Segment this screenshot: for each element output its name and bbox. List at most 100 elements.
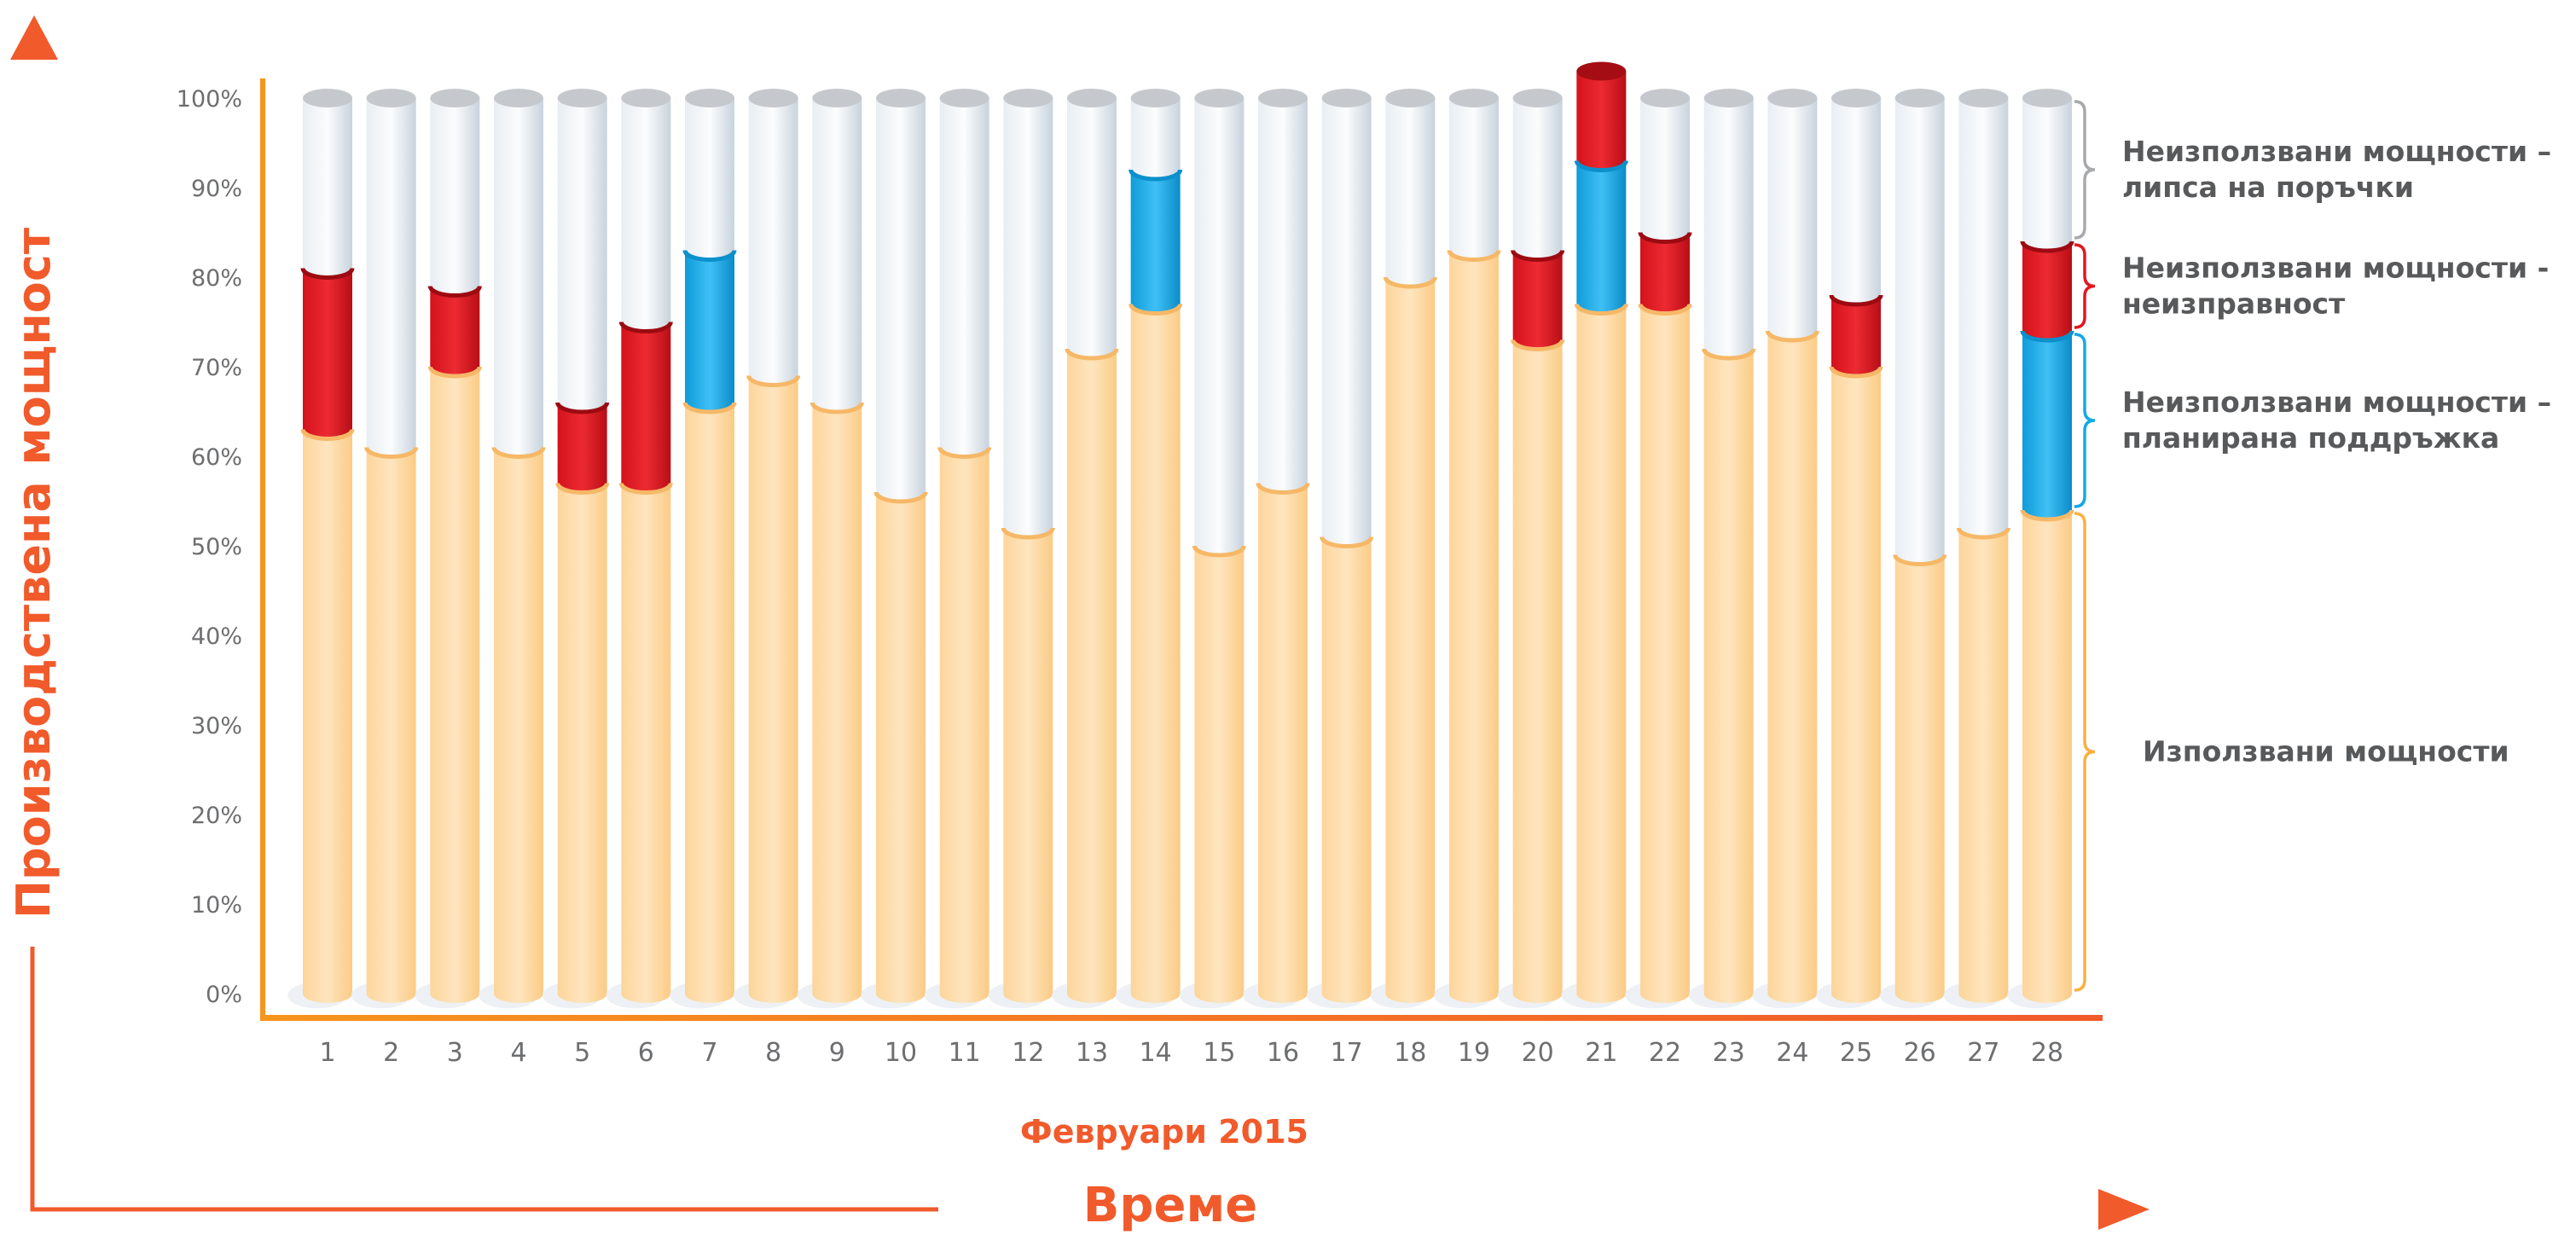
y-axis-line	[260, 78, 265, 1021]
y-tick-label: 100%	[177, 86, 242, 113]
x-tick-label: 20	[1522, 1038, 1554, 1068]
bar-no-orders	[303, 98, 352, 278]
bar-cap	[812, 89, 862, 107]
bar-used	[748, 375, 798, 1003]
y-tick-label: 40%	[191, 623, 242, 650]
bar-cap	[1067, 89, 1117, 107]
segment-rim	[1574, 304, 1628, 316]
bar-no-orders	[1194, 98, 1244, 555]
segment-rim	[555, 483, 610, 495]
legend: Неизползвани мощности –липса на поръчкиН…	[2074, 100, 2551, 992]
bar-stack	[1306, 89, 1374, 1009]
x-tick-label: 13	[1076, 1038, 1108, 1068]
bar-used	[1321, 536, 1372, 1003]
segment-rim	[1893, 554, 1947, 566]
x-axis-line	[260, 1015, 2103, 1021]
bar-stack	[924, 89, 992, 1009]
bar-failure	[303, 268, 352, 439]
segment-rim	[618, 322, 673, 333]
bar-maintenance	[685, 250, 734, 412]
x-tick-label: 16	[1267, 1038, 1299, 1068]
x-tick-label: 25	[1840, 1038, 1872, 1068]
bar-no-orders	[1130, 98, 1181, 180]
bar-no-orders	[1385, 98, 1436, 287]
bar-cap	[303, 89, 352, 107]
legend-label: Неизползвани мощности -	[2122, 252, 2549, 285]
x-tick-label: 2	[383, 1038, 399, 1068]
legend-label: Неизползвани мощности –	[2122, 385, 2551, 419]
segment-rim	[618, 483, 673, 495]
bar-used	[876, 492, 925, 1003]
brace-used	[2074, 512, 2096, 992]
segment-rim	[427, 286, 482, 298]
bar-stack	[1179, 89, 1246, 1009]
segment-rim	[1320, 536, 1374, 548]
segment-rim	[1192, 545, 1246, 558]
segment-rim	[1447, 250, 1501, 262]
bar-no-orders	[2022, 98, 2072, 251]
segment-rim	[1128, 169, 1183, 182]
bar-used	[621, 483, 671, 1003]
bar-stack	[797, 89, 864, 1009]
x-tick-label: 7	[701, 1038, 717, 1068]
segment-rim	[364, 447, 419, 459]
y-tick-label: 30%	[191, 713, 242, 739]
x-tick-label: 6	[638, 1038, 654, 1068]
legend-label: неизправност	[2122, 287, 2345, 321]
bar-stack	[1434, 89, 1501, 1009]
x-ticks: 1 2 3 4 5 6 7 8 9 10 11 12 13 14 15 16 17 18 19 20 21 22 23 24 2…	[319, 1038, 2063, 1068]
bar-cap	[557, 89, 607, 107]
bar-stack	[1561, 61, 1628, 1009]
y-axis-title: Производствена мощност	[7, 227, 61, 919]
brace-failure	[2074, 243, 2096, 329]
segment-rim	[491, 447, 546, 459]
bar-no-orders	[1512, 98, 1563, 260]
y-tick-label: 10%	[191, 892, 242, 919]
x-tick-label: 8	[765, 1038, 781, 1068]
bar-used	[303, 429, 352, 1003]
y-ticks: 0% 10% 20% 30% 40% 50% 60% 70% 80% 90% 100%	[177, 86, 242, 1008]
x-tick-label: 17	[1331, 1038, 1363, 1068]
segment-rim	[1001, 527, 1055, 540]
segment-rim	[1956, 527, 2010, 540]
bar-no-orders	[748, 98, 798, 385]
x-tick-label: 18	[1394, 1038, 1426, 1068]
legend-label: Неизползвани мощности –	[2122, 135, 2551, 168]
segment-rim	[2020, 509, 2074, 522]
bar-stack	[1625, 89, 1692, 1009]
bar-stack	[861, 89, 928, 1009]
bar-failure	[557, 403, 607, 493]
y-tick-label: 90%	[191, 176, 242, 202]
bar-maintenance	[2022, 331, 2072, 519]
bar-cap	[1894, 89, 1945, 107]
y-tick-label: 60%	[191, 444, 242, 471]
segment-rim	[1256, 483, 1310, 495]
brace-no-orders	[2074, 100, 2096, 240]
bar-failure	[1831, 295, 1881, 376]
y-tick-label: 80%	[191, 265, 242, 292]
bar-stack	[351, 89, 419, 1009]
x-tick-label: 24	[1776, 1038, 1808, 1068]
period-label: Февруари 2015	[1020, 1113, 1308, 1151]
bar-no-orders	[1831, 98, 1881, 304]
segment-rim	[746, 375, 801, 387]
y-tick-label: 0%	[206, 982, 242, 1008]
bar-no-orders	[812, 98, 862, 412]
bar-cap	[494, 89, 543, 107]
bar-stack	[1752, 89, 1819, 1009]
bar-cap	[1576, 61, 1627, 81]
x-tick-label: 11	[949, 1038, 981, 1068]
bar-used	[1640, 304, 1690, 1003]
legend-label: Използвани мощности	[2143, 735, 2509, 768]
bar-stack	[1879, 89, 1947, 1009]
x-tick-label: 4	[510, 1038, 526, 1068]
bar-cap	[1130, 89, 1181, 107]
bar-failure	[1576, 71, 1627, 171]
bar-cap	[366, 89, 416, 107]
bar-no-orders	[1767, 98, 1818, 340]
bar-no-orders	[1258, 98, 1308, 493]
x-tick-label: 22	[1649, 1038, 1681, 1068]
y-arrow	[10, 15, 58, 209]
bar-cap	[1385, 89, 1436, 107]
